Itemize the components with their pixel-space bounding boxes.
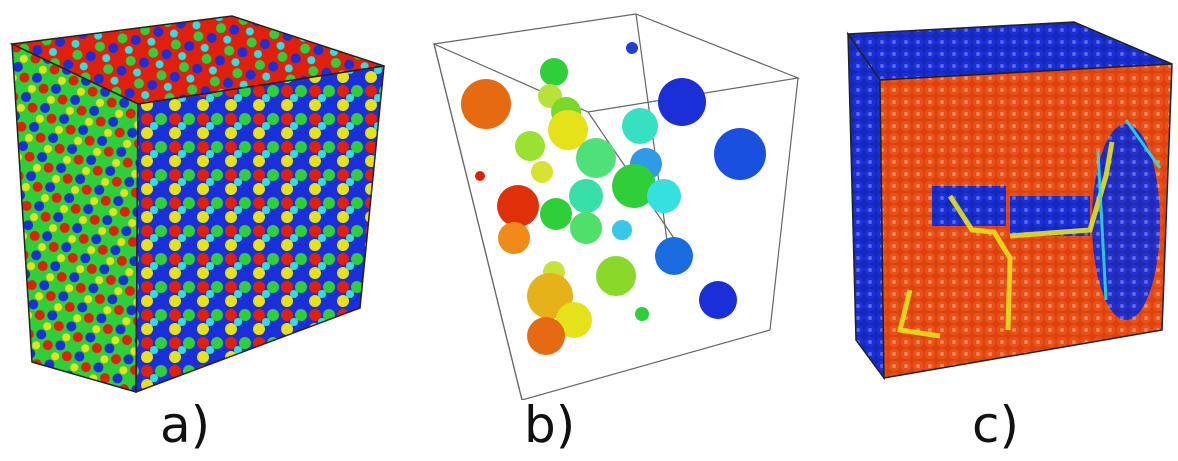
panel-a: a) <box>0 0 400 461</box>
cube-c-left-face <box>847 31 885 381</box>
cube-b-clusters <box>461 42 766 355</box>
cube-a-image <box>9 15 385 394</box>
domain-boundaries <box>896 141 1115 339</box>
cube-a-left-face <box>11 42 139 393</box>
blue-domain-left <box>932 186 1006 226</box>
panel-b-label: b) <box>524 396 576 454</box>
panel-b: b) <box>420 0 820 461</box>
panel-a-label: a) <box>160 396 211 454</box>
cube-b-image <box>431 13 801 400</box>
panel-c-label: c) <box>972 396 1019 454</box>
cube-c-image <box>846 21 1173 381</box>
cube-b-wireframe <box>431 13 801 400</box>
panel-c: c) <box>840 0 1178 461</box>
cube-a-front-face <box>135 65 385 394</box>
